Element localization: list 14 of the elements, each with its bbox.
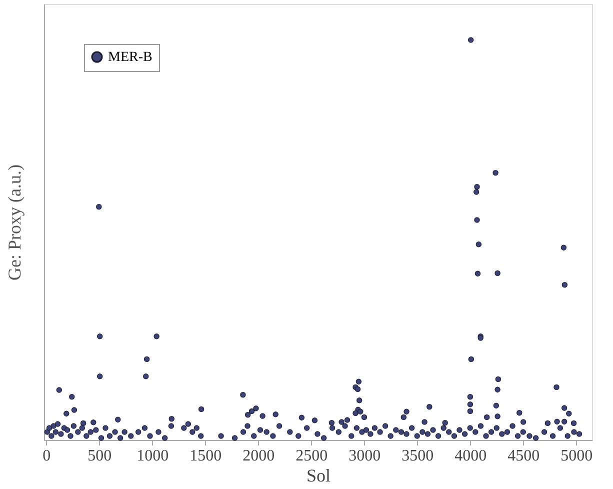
x-tick-label: 4500	[508, 448, 540, 464]
x-axis-title: Sol	[306, 466, 331, 486]
x-tick-label: 5000	[560, 448, 593, 464]
legend-label: MER-B	[108, 50, 152, 65]
x-tick-label: 1500	[190, 448, 222, 464]
x-tick-label: 3500	[402, 448, 434, 464]
x-tick-label: 4000	[454, 448, 487, 464]
x-tick-label: 2000	[242, 448, 275, 464]
x-tick-label: 1000	[136, 448, 169, 464]
x-tick-label: 0	[42, 448, 51, 464]
x-tick-label: 500	[88, 448, 112, 464]
x-tick-label: 3000	[348, 448, 381, 464]
x-tick-label: 2500	[296, 448, 328, 464]
y-axis-title: Ge: Proxy (a.u.)	[4, 164, 24, 280]
